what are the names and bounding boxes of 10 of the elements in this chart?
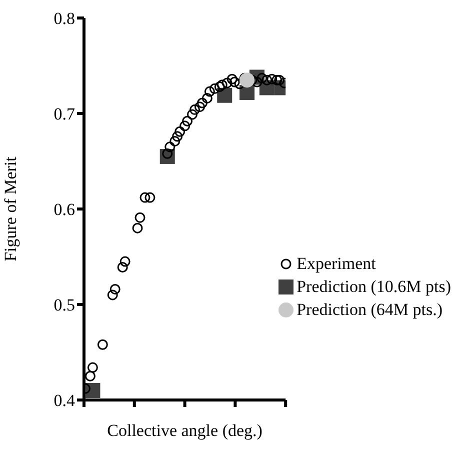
legend-label: Prediction (64M pts.)	[296, 299, 442, 321]
x-axis-title: Collective angle (deg.)	[107, 421, 262, 440]
y-axis-title: Figure of Merit	[1, 156, 20, 262]
legend-label: Experiment	[296, 253, 376, 275]
y-tick-label: 0.8	[54, 9, 75, 28]
y-tick-label: 0.6	[54, 200, 75, 220]
y-tick-label: 0.7	[54, 104, 76, 124]
y-tick-label: 0.5	[54, 296, 75, 315]
legend-label: Prediction (10.6M pts)	[296, 276, 451, 298]
y-tick-label: 0.4	[54, 391, 76, 410]
